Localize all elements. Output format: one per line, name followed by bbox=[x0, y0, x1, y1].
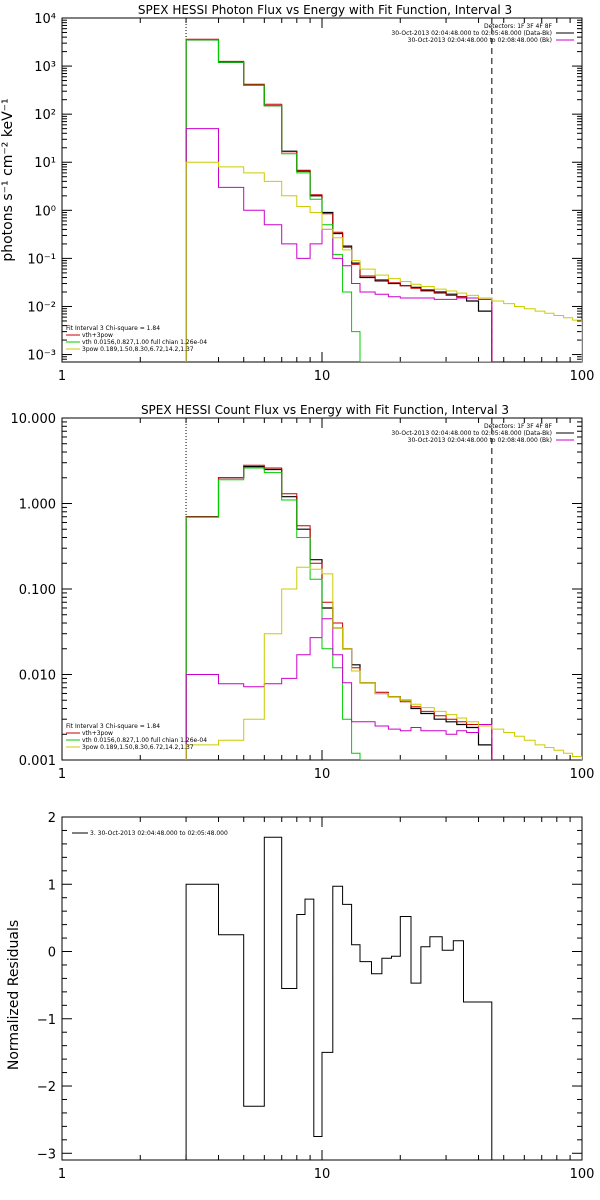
legend-text: vth 0.0156,0.827,1.00 full chian 1.26e-0… bbox=[82, 737, 207, 744]
x-tick-label: 100 bbox=[570, 369, 595, 384]
count-flux-title: SPEX HESSI Count Flux vs Energy with Fit… bbox=[141, 403, 509, 417]
x-tick-label: 10 bbox=[314, 1167, 331, 1182]
x-tick-label: 100 bbox=[570, 767, 595, 782]
legend-text: 30-Oct-2013 02:04:48.000 to 02:08:48.000… bbox=[408, 437, 552, 444]
legend-text: Fit Interval 3 Chi-square = 1.84 bbox=[66, 723, 160, 730]
photon-flux-title: SPEX HESSI Photon Flux vs Energy with Fi… bbox=[138, 3, 512, 17]
count-flux-panel: SPEX HESSI Count Flux vs Energy with Fit… bbox=[11, 403, 595, 782]
legend-text: Detectors: 1F 3F 4F 8F bbox=[484, 423, 553, 430]
y-tick-label: 1.000 bbox=[19, 498, 56, 513]
y-tick-label: 10⁻³ bbox=[27, 349, 56, 364]
legend-text: 30-Oct-2013 02:04:48.000 to 02:05:48.000… bbox=[391, 430, 552, 437]
photon-flux-ylabel: photons s⁻¹ cm⁻² keV⁻¹ bbox=[0, 98, 16, 261]
y-tick-label: 10⁻² bbox=[27, 300, 56, 315]
y-tick-label: 0 bbox=[48, 946, 56, 961]
legend-text: vth 0.0156,0.827,1.00 full chian 1.26e-0… bbox=[82, 339, 207, 346]
legend-text: 3. 30-Oct-2013 02:04:48.000 to 02:05:48.… bbox=[90, 830, 228, 837]
y-tick-label: 1 bbox=[48, 878, 56, 893]
x-tick-label: 10 bbox=[314, 767, 331, 782]
x-tick-label: 1 bbox=[58, 1167, 66, 1182]
y-tick-label: −1 bbox=[37, 1013, 56, 1028]
y-tick-label: −2 bbox=[37, 1080, 56, 1095]
y-tick-label: 0.001 bbox=[19, 754, 56, 769]
plot-frame bbox=[61, 17, 583, 363]
residuals-ylabel: Normalized Residuals bbox=[6, 920, 22, 1070]
legend-text: Detectors: 1F 3F 4F 8F bbox=[484, 23, 553, 30]
x-tick-label: 1 bbox=[58, 369, 66, 384]
legend-text: 3pow 0.189,1.50,8.30,6.72,14.2,1.37 bbox=[82, 346, 194, 353]
y-tick-label: 10⁻¹ bbox=[27, 252, 56, 267]
series-vth bbox=[185, 39, 493, 362]
y-tick-label: 10.000 bbox=[11, 412, 57, 427]
legend-text: 3pow 0.189,1.50,8.30,6.72,14.2,1.37 bbox=[82, 744, 194, 751]
y-tick-label: 10⁰ bbox=[34, 204, 56, 219]
y-tick-label: −3 bbox=[37, 1147, 56, 1162]
y-tick-label: 10¹ bbox=[34, 156, 56, 171]
x-tick-label: 100 bbox=[570, 1167, 595, 1182]
y-tick-label: 10⁴ bbox=[34, 12, 56, 27]
series-3pow bbox=[185, 566, 582, 760]
x-tick-label: 10 bbox=[314, 369, 331, 384]
y-tick-label: 10³ bbox=[34, 60, 56, 75]
series-vth bbox=[185, 467, 493, 760]
y-tick-label: 2 bbox=[48, 811, 56, 826]
legend-text: vth+3pow bbox=[82, 730, 113, 737]
residuals-panel: Normalized Residuals 1 10 100 −3 −2 −1 0 1 2 3. 3… bbox=[6, 811, 594, 1182]
series-vth-3pow bbox=[185, 464, 493, 760]
legend-text: 30-Oct-2013 02:04:48.000 to 02:08:48.000… bbox=[408, 37, 552, 44]
legend-text: Fit Interval 3 Chi-square = 1.84 bbox=[66, 325, 160, 332]
series-data-bk bbox=[185, 39, 493, 362]
y-tick-label: 0.100 bbox=[19, 583, 56, 598]
series-residuals bbox=[185, 836, 493, 1160]
legend-text: 30-Oct-2013 02:04:48.000 to 02:05:48.000… bbox=[391, 30, 552, 37]
photon-flux-panel: SPEX HESSI Photon Flux vs Energy with Fi… bbox=[0, 3, 594, 384]
y-tick-label: 10² bbox=[34, 108, 56, 123]
series-bk bbox=[185, 128, 493, 362]
y-tick-label: 0.010 bbox=[19, 669, 56, 684]
x-tick-label: 1 bbox=[58, 767, 66, 782]
legend-text: vth+3pow bbox=[82, 332, 113, 339]
series-vth-3pow bbox=[185, 38, 493, 362]
series-3pow bbox=[185, 161, 582, 362]
